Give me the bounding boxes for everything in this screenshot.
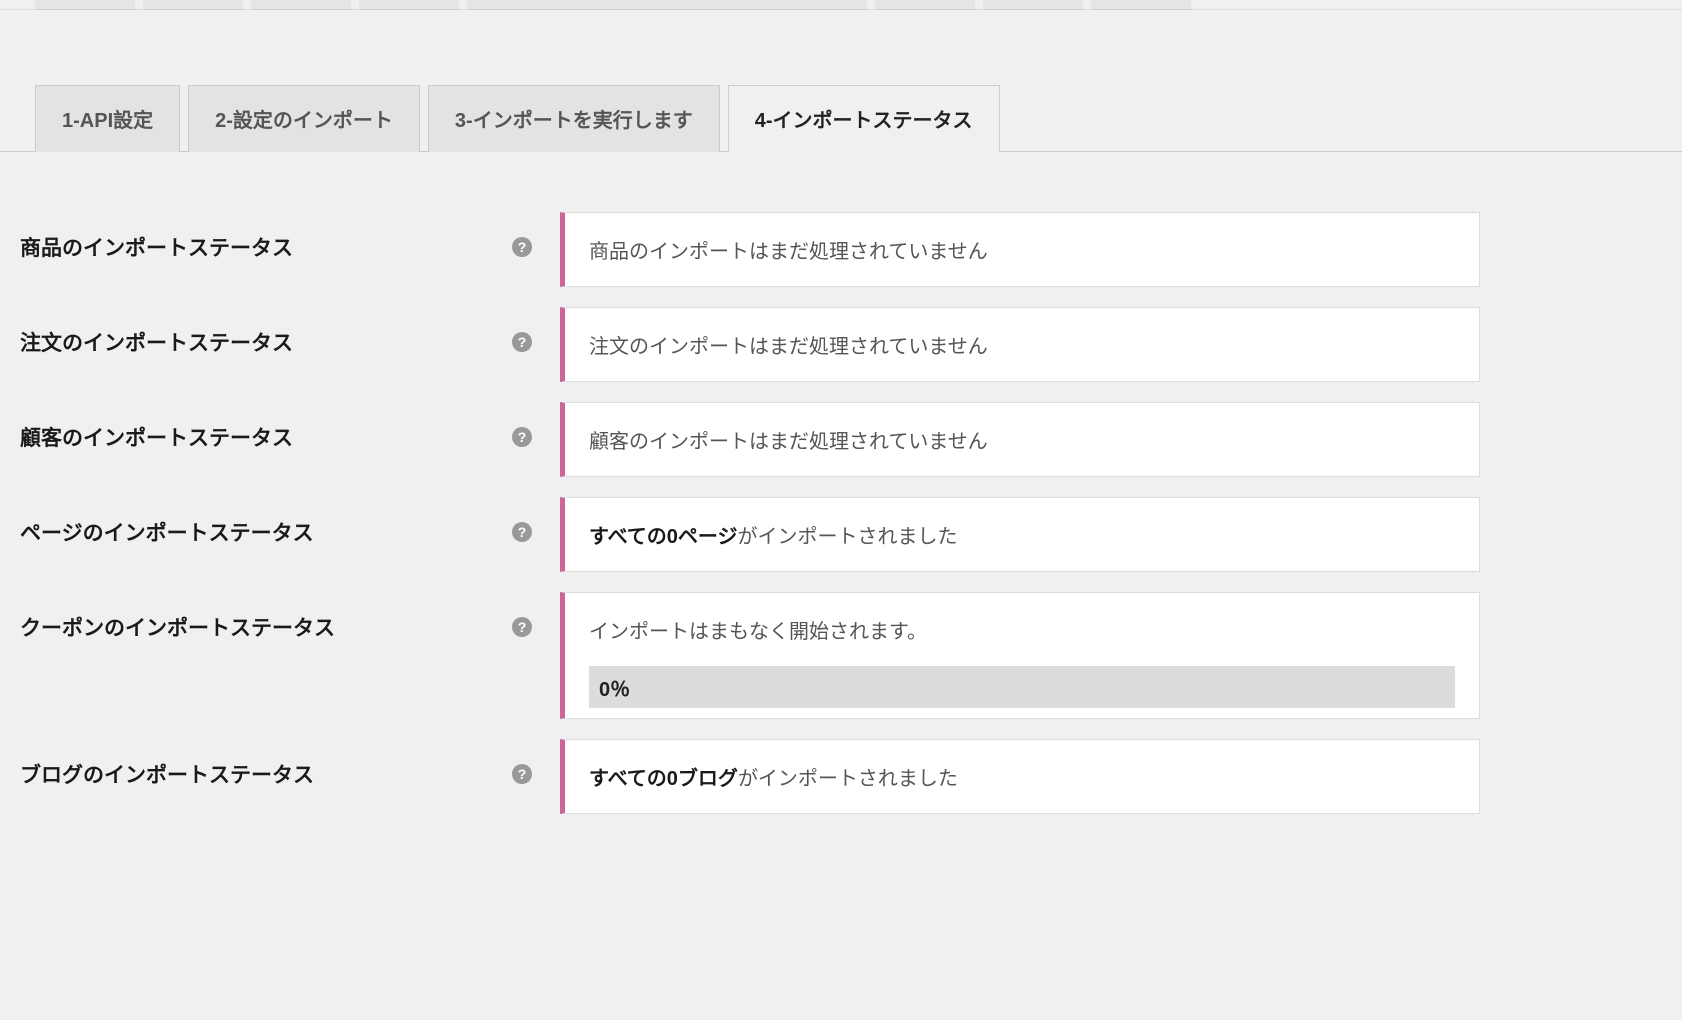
progress-bar-wrap: 0％ <box>589 666 1455 708</box>
status-bold: すべての0ページ <box>589 526 738 548</box>
status-label-wrap: 商品のインポートステータス ? <box>20 212 560 262</box>
status-label-wrap: ページのインポートステータス ? <box>20 497 560 547</box>
stub <box>35 0 135 10</box>
content-wrapper: 1-API設定 2-設定のインポート 3-インポートを実行します 4-インポート… <box>0 10 1682 814</box>
status-row-orders: 注文のインポートステータス ? 注文のインポートはまだ処理されていません <box>20 307 1647 382</box>
status-box-customers: 顧客のインポートはまだ処理されていません <box>560 402 1480 477</box>
status-label-wrap: 注文のインポートステータス ? <box>20 307 560 357</box>
stub <box>467 0 867 10</box>
status-row-products: 商品のインポートステータス ? 商品のインポートはまだ処理されていません <box>20 212 1647 287</box>
status-label-products: 商品のインポートステータス <box>20 232 293 262</box>
status-box-coupons: インポートはまもなく開始されます。 0％ <box>560 592 1480 719</box>
stub <box>983 0 1083 10</box>
help-icon[interactable]: ? <box>512 522 532 542</box>
status-normal: がインポートされました <box>738 526 958 548</box>
status-message: 顧客のインポートはまだ処理されていません <box>589 431 988 453</box>
help-icon[interactable]: ? <box>512 332 532 352</box>
status-label-wrap: ブログのインポートステータス ? <box>20 739 560 789</box>
status-section: 商品のインポートステータス ? 商品のインポートはまだ処理されていません 注文の… <box>0 152 1682 814</box>
top-stub-bar <box>0 0 1682 10</box>
status-box-blogs: すべての0ブログがインポートされました <box>560 739 1480 814</box>
status-message: インポートはまもなく開始されます。 <box>589 621 927 643</box>
help-icon[interactable]: ? <box>512 237 532 257</box>
tab-import-status[interactable]: 4-インポートステータス <box>728 85 1000 152</box>
progress-bar: 0％ <box>589 666 1455 708</box>
stub <box>251 0 351 10</box>
tab-import-settings[interactable]: 2-設定のインポート <box>188 85 420 152</box>
stub <box>143 0 243 10</box>
status-box-orders: 注文のインポートはまだ処理されていません <box>560 307 1480 382</box>
status-box-pages: すべての0ページがインポートされました <box>560 497 1480 572</box>
tab-run-import[interactable]: 3-インポートを実行します <box>428 85 720 152</box>
status-label-customers: 顧客のインポートステータス <box>20 422 293 452</box>
status-row-pages: ページのインポートステータス ? すべての0ページがインポートされました <box>20 497 1647 572</box>
help-icon[interactable]: ? <box>512 764 532 784</box>
status-box-products: 商品のインポートはまだ処理されていません <box>560 212 1480 287</box>
status-label-coupons: クーポンのインポートステータス <box>20 612 335 642</box>
stub <box>875 0 975 10</box>
status-row-customers: 顧客のインポートステータス ? 顧客のインポートはまだ処理されていません <box>20 402 1647 477</box>
help-icon[interactable]: ? <box>512 427 532 447</box>
status-label-pages: ページのインポートステータス <box>20 517 314 547</box>
status-label-blogs: ブログのインポートステータス <box>20 759 314 789</box>
status-bold: すべての0ブログ <box>589 768 738 790</box>
status-row-coupons: クーポンのインポートステータス ? インポートはまもなく開始されます。 0％ <box>20 592 1647 719</box>
status-normal: がインポートされました <box>738 768 958 790</box>
status-label-wrap: 顧客のインポートステータス ? <box>20 402 560 452</box>
stub <box>1091 0 1191 10</box>
progress-text: 0％ <box>599 673 630 702</box>
stub <box>359 0 459 10</box>
status-row-blogs: ブログのインポートステータス ? すべての0ブログがインポートされました <box>20 739 1647 814</box>
status-message: 商品のインポートはまだ処理されていません <box>589 241 988 263</box>
status-label-wrap: クーポンのインポートステータス ? <box>20 592 560 642</box>
tab-api-settings[interactable]: 1-API設定 <box>35 85 180 152</box>
status-label-orders: 注文のインポートステータス <box>20 327 293 357</box>
help-icon[interactable]: ? <box>512 617 532 637</box>
tabs-nav: 1-API設定 2-設定のインポート 3-インポートを実行します 4-インポート… <box>0 85 1682 152</box>
status-message: 注文のインポートはまだ処理されていません <box>589 336 988 358</box>
